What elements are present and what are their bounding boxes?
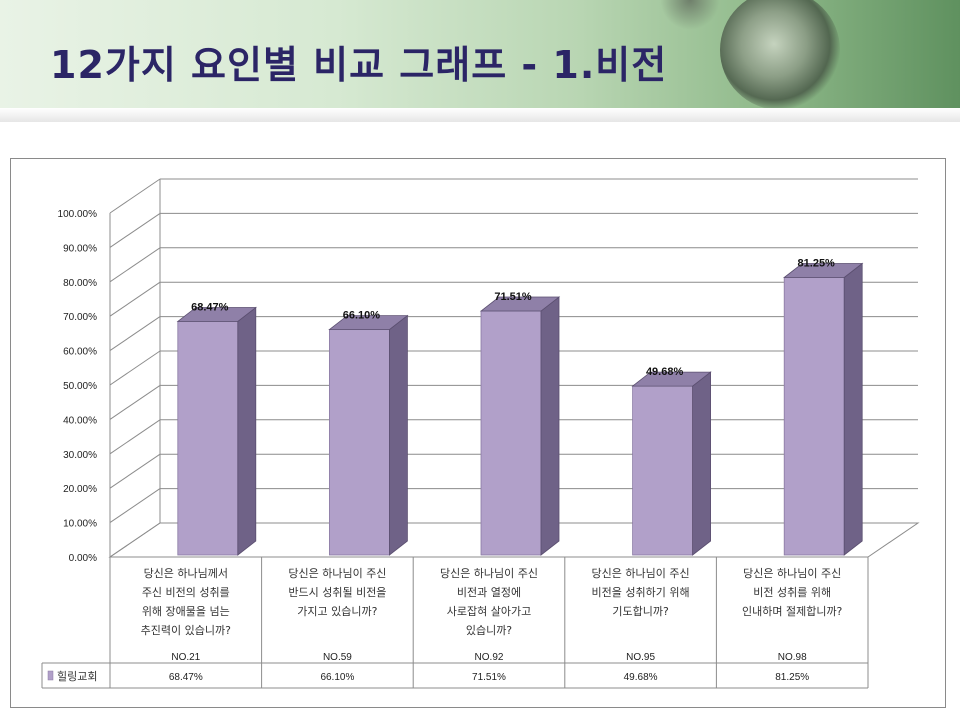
category-label: 당신은 하나님이 주신 bbox=[440, 566, 538, 580]
y-tick-label: 80.00% bbox=[63, 278, 97, 289]
category-label: 비전과 열정에 bbox=[457, 586, 521, 599]
category-number: NO.21 bbox=[171, 652, 200, 663]
category-label: 위해 장애물을 넘는 bbox=[142, 604, 230, 618]
category-label: 추진력이 있습니까? bbox=[141, 624, 231, 637]
page-title: 12가지 요인별 비교 그래프 - 1.비전 bbox=[50, 43, 668, 87]
bar-top bbox=[631, 371, 712, 387]
bar-front bbox=[632, 385, 693, 556]
bar-side bbox=[388, 314, 408, 556]
bar-front bbox=[177, 321, 239, 556]
category-number: NO.98 bbox=[778, 652, 807, 663]
category-label: 사로잡혀 살아가고 bbox=[447, 605, 531, 618]
header-banner bbox=[0, 0, 960, 110]
bar-top bbox=[328, 315, 409, 331]
y-tick-label: 40.00% bbox=[63, 415, 97, 426]
table-value: 71.51% bbox=[472, 672, 506, 683]
y-tick-label: 70.00% bbox=[63, 312, 97, 323]
bar-value-label: 68.47% bbox=[191, 301, 229, 313]
gridline-depth bbox=[109, 350, 161, 386]
gridline-depth bbox=[109, 281, 161, 317]
bar-side bbox=[540, 296, 560, 556]
bar-side bbox=[692, 371, 711, 556]
stethoscope-image bbox=[720, 0, 840, 110]
category-label: 주신 비전의 성취를 bbox=[142, 586, 230, 599]
category-label: 반드시 성취될 비전을 bbox=[288, 585, 386, 599]
category-label: 당신은 하나님께서 bbox=[144, 566, 228, 580]
category-label: 비전을 성취하기 위해 bbox=[592, 585, 690, 599]
bar-top bbox=[479, 296, 561, 312]
table-value: 81.25% bbox=[775, 672, 809, 683]
y-tick-label: 50.00% bbox=[63, 381, 97, 392]
category-label: 인내하며 절제합니까? bbox=[742, 604, 843, 618]
chart-floor bbox=[108, 522, 920, 558]
table-value: 68.47% bbox=[169, 672, 203, 683]
bar-front bbox=[783, 277, 845, 556]
y-tick-label: 30.00% bbox=[63, 450, 97, 461]
category-label: 당신은 하나님이 주신 bbox=[592, 566, 690, 580]
bar-value-label: 71.51% bbox=[494, 291, 532, 303]
gridline-depth bbox=[109, 316, 161, 352]
category-label: 가지고 있습니까? bbox=[297, 605, 377, 618]
legend-swatch bbox=[47, 670, 54, 681]
category-label: 당신은 하나님이 주신 bbox=[743, 566, 841, 580]
bar-front bbox=[328, 329, 390, 556]
y-tick-label: 10.00% bbox=[63, 519, 97, 530]
category-number: NO.59 bbox=[323, 652, 352, 663]
bar-top bbox=[176, 307, 257, 322]
table-value: 49.68% bbox=[624, 672, 658, 683]
bar-top bbox=[783, 263, 864, 278]
bar-value-label: 49.68% bbox=[646, 366, 684, 378]
gridline-depth bbox=[109, 453, 161, 489]
bar-value-label: 66.10% bbox=[343, 310, 381, 322]
y-tick-label: 100.00% bbox=[58, 209, 98, 220]
legend-label: 힐링교회 bbox=[57, 670, 97, 683]
gridline-depth bbox=[109, 384, 161, 420]
gridline-depth bbox=[109, 178, 161, 214]
category-number: NO.95 bbox=[626, 652, 655, 663]
category-label: 비전 성취를 위해 bbox=[753, 585, 831, 599]
bar-side bbox=[843, 262, 863, 556]
category-label: 있습니까? bbox=[466, 624, 512, 637]
gridline-depth bbox=[109, 419, 161, 455]
table-value: 66.10% bbox=[320, 672, 354, 683]
header-divider bbox=[0, 108, 960, 122]
category-label: 당신은 하나님이 주신 bbox=[288, 566, 386, 580]
bar-value-label: 81.25% bbox=[798, 258, 836, 270]
gridline-depth bbox=[109, 488, 161, 524]
gridline-depth bbox=[109, 212, 161, 248]
y-tick-label: 60.00% bbox=[63, 347, 97, 358]
category-number: NO.92 bbox=[475, 652, 504, 663]
y-tick-label: 0.00% bbox=[69, 553, 97, 564]
gridline-depth bbox=[109, 247, 161, 283]
bar-side bbox=[237, 306, 257, 556]
y-tick-label: 90.00% bbox=[63, 243, 97, 254]
category-label: 기도합니까? bbox=[612, 605, 669, 618]
bar-front bbox=[480, 310, 542, 556]
y-tick-label: 20.00% bbox=[63, 484, 97, 495]
